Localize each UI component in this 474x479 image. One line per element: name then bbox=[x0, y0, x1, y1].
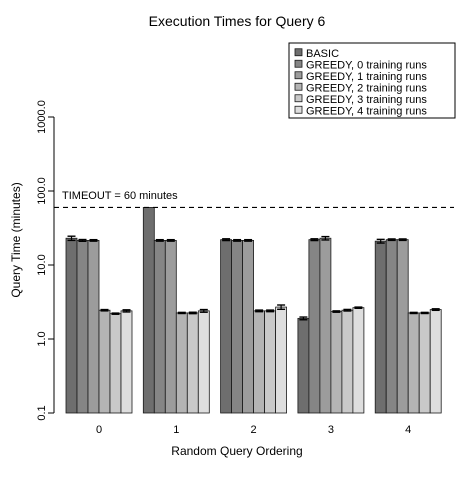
bar bbox=[429, 309, 442, 414]
error-bar bbox=[166, 238, 175, 242]
legend-label: GREEDY, 0 training runs bbox=[306, 59, 427, 71]
x-tick-label: 3 bbox=[328, 424, 334, 436]
bar bbox=[242, 239, 255, 414]
error-bar bbox=[332, 310, 341, 313]
bar bbox=[264, 310, 277, 414]
error-bar bbox=[387, 238, 396, 242]
bar bbox=[297, 317, 310, 414]
legend-swatch bbox=[294, 82, 303, 91]
bar bbox=[164, 239, 177, 414]
bar bbox=[175, 312, 188, 414]
y-tick-label: 0.1 bbox=[36, 405, 48, 420]
error-bar bbox=[343, 308, 352, 312]
x-tick-label: 1 bbox=[173, 424, 179, 436]
bar bbox=[407, 312, 420, 414]
x-tick-label: 4 bbox=[405, 424, 411, 436]
y-tick-label: 100.0 bbox=[36, 177, 48, 205]
error-bar bbox=[376, 238, 385, 244]
bar bbox=[330, 311, 343, 414]
error-bar bbox=[409, 311, 418, 315]
bar bbox=[275, 306, 288, 414]
error-bar bbox=[155, 238, 164, 242]
bar bbox=[253, 310, 266, 414]
y-tick-label: 1000.0 bbox=[36, 100, 48, 134]
legend-label: GREEDY, 2 training runs bbox=[306, 82, 427, 94]
bar bbox=[341, 309, 354, 414]
error-bar bbox=[100, 308, 109, 312]
y-axis-label: Query Time (minutes) bbox=[9, 182, 23, 297]
bar bbox=[396, 239, 409, 414]
x-tick-label: 0 bbox=[96, 424, 102, 436]
bar bbox=[109, 313, 122, 414]
bar bbox=[374, 240, 387, 414]
legend-swatch bbox=[294, 94, 303, 103]
error-bar bbox=[398, 238, 407, 242]
error-bar bbox=[89, 238, 98, 242]
error-bar bbox=[299, 316, 308, 321]
legend-swatch bbox=[294, 71, 303, 80]
bar bbox=[385, 239, 398, 414]
error-bar bbox=[222, 238, 231, 242]
bar bbox=[186, 312, 199, 414]
error-bar bbox=[431, 308, 440, 312]
x-tick-label: 2 bbox=[251, 424, 257, 436]
y-tick-label: 1.0 bbox=[36, 331, 48, 346]
legend-label: BASIC bbox=[306, 48, 339, 60]
bar bbox=[352, 307, 365, 414]
error-bar bbox=[111, 312, 120, 315]
legend-label: GREEDY, 3 training runs bbox=[306, 94, 427, 106]
chart-title: Execution Times for Query 6 bbox=[149, 13, 326, 29]
x-axis-label: Random Query Ordering bbox=[171, 444, 302, 458]
error-bar bbox=[188, 311, 197, 315]
bar bbox=[231, 239, 244, 414]
bar bbox=[308, 239, 321, 414]
error-bar bbox=[244, 238, 253, 242]
error-bar bbox=[354, 306, 363, 309]
bar bbox=[142, 207, 155, 414]
bar bbox=[98, 309, 111, 414]
y-tick-label: 10.0 bbox=[36, 254, 48, 275]
legend-label: GREEDY, 4 training runs bbox=[306, 105, 427, 117]
error-bar bbox=[67, 235, 76, 242]
error-bar bbox=[277, 304, 286, 310]
bar bbox=[76, 239, 89, 414]
error-bar bbox=[321, 235, 330, 241]
bar bbox=[319, 237, 332, 414]
bar bbox=[120, 310, 133, 414]
legend-swatch bbox=[294, 48, 303, 57]
legend-swatch bbox=[294, 105, 303, 114]
bar bbox=[65, 237, 78, 414]
error-bar bbox=[122, 309, 131, 313]
bar bbox=[418, 312, 431, 414]
error-bar bbox=[420, 311, 429, 315]
error-bar bbox=[310, 238, 319, 242]
legend-label: GREEDY, 1 training runs bbox=[306, 71, 427, 83]
plot-area: 0.1 1.0 10.0 100.0 1000.0 0 1 2 3 4 bbox=[36, 100, 454, 436]
bar bbox=[153, 239, 166, 414]
legend-swatch bbox=[294, 59, 303, 68]
timeout-label: TIMEOUT = 60 minutes bbox=[62, 190, 178, 202]
error-bar bbox=[199, 308, 208, 313]
bar bbox=[87, 239, 100, 414]
error-bar bbox=[177, 311, 186, 315]
error-bar bbox=[78, 238, 87, 243]
error-bar bbox=[266, 309, 275, 313]
bar bbox=[220, 239, 233, 414]
error-bar bbox=[255, 309, 264, 313]
error-bar bbox=[233, 238, 242, 242]
bar bbox=[197, 310, 210, 414]
legend-box bbox=[288, 42, 456, 119]
